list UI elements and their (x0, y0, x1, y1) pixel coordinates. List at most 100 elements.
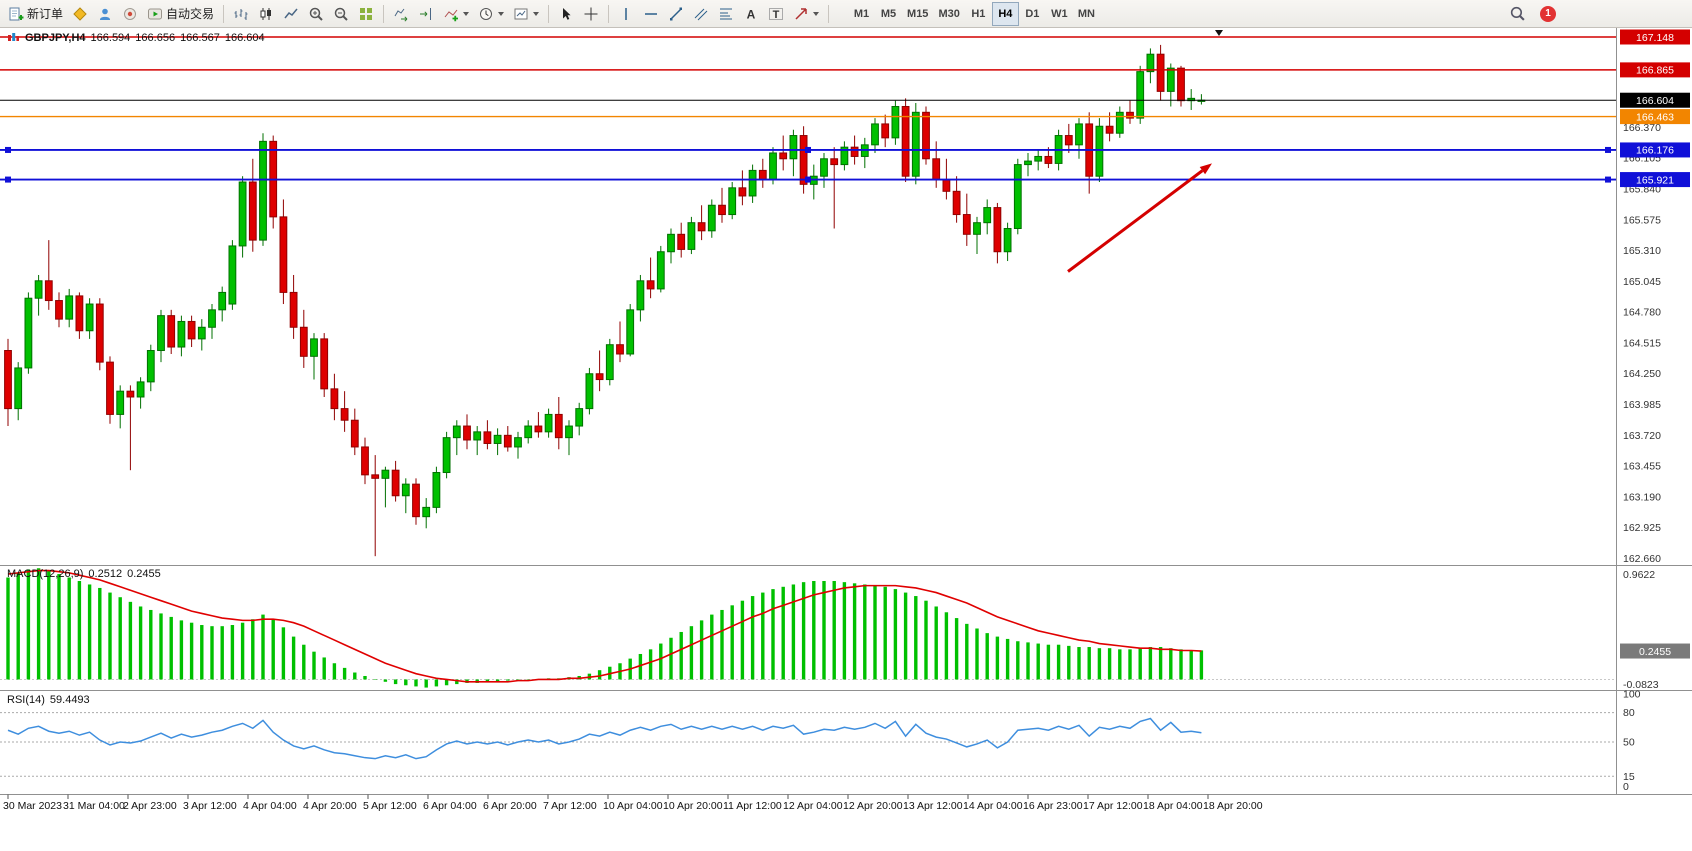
market-diamond-button[interactable] (68, 2, 92, 26)
svg-text:4 Apr 20:00: 4 Apr 20:00 (303, 800, 357, 812)
panel-borders (0, 28, 1692, 795)
svg-text:163.455: 163.455 (1623, 461, 1661, 473)
line-chart-icon (284, 8, 298, 18)
vertical-line-tool-button[interactable] (614, 2, 638, 26)
svg-text:166.865: 166.865 (1636, 65, 1674, 77)
text-label-icon: T (769, 7, 784, 21)
svg-text:163.190: 163.190 (1623, 491, 1661, 503)
timeframe-h4-button[interactable]: H4 (991, 1, 1019, 26)
timeframe-m30-button[interactable]: M30 (933, 2, 964, 26)
zoom-out-button[interactable] (329, 2, 353, 26)
zoom-in-icon (309, 7, 323, 21)
tile-windows-button[interactable] (354, 2, 378, 26)
accounts-button[interactable] (93, 2, 117, 26)
svg-text:18 Apr 20:00: 18 Apr 20:00 (1203, 800, 1263, 812)
chart-area: 166.370 166.105 165.840 165.575 165.310 165.0… (0, 28, 1692, 851)
svg-text:163.720: 163.720 (1623, 430, 1661, 442)
search-button[interactable] (1505, 2, 1530, 26)
timeframe-mn-button[interactable]: MN (1073, 2, 1100, 26)
new-order-label: 新订单 (27, 7, 64, 21)
timeframe-d1-button[interactable]: D1 (1019, 2, 1046, 26)
fibonacci-icon (720, 8, 733, 19)
timeframe-m1-button[interactable]: M1 (848, 2, 875, 26)
cursor-button[interactable] (554, 2, 578, 26)
svg-text:17 Apr 12:00: 17 Apr 12:00 (1083, 800, 1143, 812)
svg-text:0: 0 (1623, 781, 1629, 793)
svg-text:6 Apr 04:00: 6 Apr 04:00 (423, 800, 477, 812)
rsi-value: 59.4493 (49, 694, 90, 706)
svg-text:166.463: 166.463 (1636, 111, 1674, 123)
candlestick-chart-button[interactable] (254, 2, 278, 26)
svg-text:A: A (747, 7, 756, 21)
svg-text:167.148: 167.148 (1636, 32, 1674, 44)
macd-main-value: 0.2512 (88, 568, 123, 580)
text-tool-icon: A (747, 7, 756, 21)
bar-chart-button[interactable] (229, 2, 253, 26)
horizontal-line-tool-button[interactable] (639, 2, 663, 26)
periods-button[interactable] (474, 2, 508, 26)
toolbar-separator (828, 4, 830, 23)
price-chart[interactable]: 166.370166.105165.840165.575165.310165.0… (0, 28, 1692, 851)
timeframe-m5-button[interactable]: M5 (875, 2, 902, 26)
timeframe-m15-button[interactable]: M15 (902, 2, 933, 26)
svg-text:80: 80 (1623, 707, 1635, 719)
crosshair-icon (584, 7, 598, 20)
rsi-label: RSI(14) 59.4493 (7, 694, 90, 706)
person-icon (100, 8, 111, 20)
svg-text:11 Apr 12:00: 11 Apr 12:00 (723, 800, 782, 812)
macd-panel: 0.9622 -0.0823 0.2455 (0, 568, 1690, 691)
toolbar-separator (608, 4, 610, 23)
timeframe-h1-button[interactable]: H1 (965, 2, 992, 26)
svg-text:164.250: 164.250 (1623, 368, 1661, 380)
trend-arrow (1067, 163, 1212, 273)
new-order-icon (9, 7, 24, 20)
indicators-icon (444, 9, 459, 21)
auto-scroll-icon (394, 8, 408, 22)
svg-text:10 Apr 04:00: 10 Apr 04:00 (603, 800, 663, 812)
text-tool-button[interactable]: A (739, 2, 763, 26)
svg-text:3 Apr 12:00: 3 Apr 12:00 (183, 800, 237, 812)
chart-shift-button[interactable] (414, 2, 438, 26)
svg-text:12 Apr 20:00: 12 Apr 20:00 (843, 800, 903, 812)
auto-scroll-button[interactable] (389, 2, 413, 26)
community-button[interactable] (118, 2, 142, 26)
fibonacci-tool-button[interactable] (714, 2, 738, 26)
arrows-tool-button[interactable] (789, 2, 823, 26)
dropdown-caret-icon (463, 11, 470, 16)
svg-text:16 Apr 23:00: 16 Apr 23:00 (1023, 800, 1083, 812)
ohlc-low-value: 166.567 (180, 31, 220, 44)
candlestick-icon (260, 7, 272, 20)
diamond-icon (73, 6, 87, 21)
auto-trading-button[interactable]: 自动交易 (143, 2, 218, 26)
svg-text:0.2455: 0.2455 (1639, 646, 1671, 658)
new-order-button[interactable]: 新订单 (4, 2, 67, 26)
timeframe-w1-button[interactable]: W1 (1046, 2, 1073, 26)
svg-text:6 Apr 20:00: 6 Apr 20:00 (483, 800, 537, 812)
ohlc-high-value: 166.656 (135, 31, 176, 44)
channel-tool-button[interactable] (689, 2, 713, 26)
chart-symbol-icon (8, 33, 19, 41)
svg-text:15: 15 (1623, 771, 1635, 783)
ohlc-close-value: 166.604 (224, 31, 265, 44)
svg-text:13 Apr 12:00: 13 Apr 12:00 (903, 800, 963, 812)
cursor-icon (563, 7, 571, 20)
svg-text:14 Apr 04:00: 14 Apr 04:00 (963, 800, 1023, 812)
svg-text:30 Mar 2023: 30 Mar 2023 (3, 800, 62, 812)
horizontal-line-icon (645, 12, 658, 15)
trendline-tool-button[interactable] (664, 2, 688, 26)
vertical-line-icon (625, 7, 627, 20)
toolbar-separator (223, 4, 225, 23)
line-chart-button[interactable] (279, 2, 303, 26)
time-axis: 30 Mar 2023 31 Mar 04:002 Apr 23:00 3 Apr … (3, 794, 1263, 812)
indicators-button[interactable] (439, 2, 473, 26)
svg-text:165.921: 165.921 (1636, 174, 1674, 186)
templates-button[interactable] (509, 2, 543, 26)
trendline-icon (670, 7, 683, 20)
notification-badge[interactable]: 1 (1540, 5, 1556, 22)
svg-text:18 Apr 04:00: 18 Apr 04:00 (1143, 800, 1203, 812)
crosshair-button[interactable] (579, 2, 603, 26)
top-marker (1215, 30, 1223, 36)
channel-icon (694, 8, 708, 20)
zoom-in-button[interactable] (304, 2, 328, 26)
text-label-tool-button[interactable]: T (764, 2, 788, 26)
